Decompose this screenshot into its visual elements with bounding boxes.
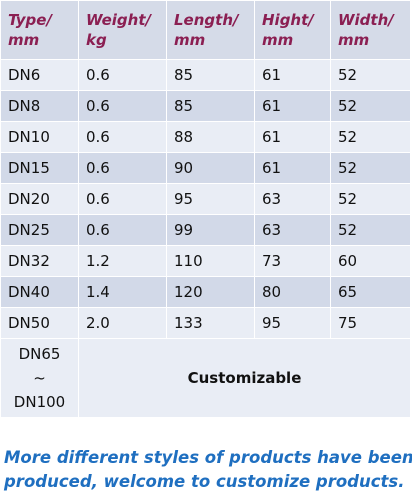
table-cell: 75 xyxy=(330,307,411,339)
header-line: kg xyxy=(86,31,107,49)
table-cell: 88 xyxy=(166,121,255,153)
table-cell: 0.6 xyxy=(78,59,167,91)
header-line: mm xyxy=(338,31,370,49)
table-cell: DN32 xyxy=(0,245,79,277)
header-line: Weight/ xyxy=(86,11,151,29)
table-cell: 99 xyxy=(166,214,255,246)
table-cell: 1.2 xyxy=(78,245,167,277)
spec-table: Type/mm Weight/kg Length/mm Hight/mm Width/m… xyxy=(0,0,411,418)
type-line: ~ xyxy=(33,369,46,387)
table-cell: 0.6 xyxy=(78,183,167,215)
header-cell: Type/mm xyxy=(0,0,79,60)
header-line: Hight/ xyxy=(262,11,314,29)
table-cell: 52 xyxy=(330,152,411,184)
table-cell: 61 xyxy=(254,121,331,153)
table-cell: 95 xyxy=(166,183,255,215)
table-cell: 85 xyxy=(166,90,255,122)
table-row: DN50 2.0 133 95 75 xyxy=(0,307,411,339)
table-row: DN6 0.6 85 61 52 xyxy=(0,59,411,91)
table-cell: DN50 xyxy=(0,307,79,339)
table-cell: 63 xyxy=(254,183,331,215)
header-line: mm xyxy=(8,31,40,49)
footer-line: More different styles of products have b… xyxy=(4,448,412,467)
header-line: mm xyxy=(174,31,206,49)
table-cell: DN40 xyxy=(0,276,79,308)
header-line: mm xyxy=(262,31,294,49)
table-cell: DN20 xyxy=(0,183,79,215)
table-cell: 52 xyxy=(330,121,411,153)
table-row: DN65 ~ DN100 Customizable xyxy=(0,338,411,418)
table-cell: 133 xyxy=(166,307,255,339)
footer-note: More different styles of products have b… xyxy=(4,446,412,494)
table-cell: 0.6 xyxy=(78,152,167,184)
header-cell: Length/mm xyxy=(166,0,255,60)
table-cell: 61 xyxy=(254,59,331,91)
header-line: Type/ xyxy=(8,11,52,29)
table-cell: 0.6 xyxy=(78,121,167,153)
header-cell: Weight/kg xyxy=(78,0,167,60)
table-cell: 65 xyxy=(330,276,411,308)
table-cell: 110 xyxy=(166,245,255,277)
table-cell: 52 xyxy=(330,59,411,91)
table-cell: DN25 xyxy=(0,214,79,246)
table-cell: 0.6 xyxy=(78,214,167,246)
note-cell: Customizable xyxy=(78,338,411,418)
table-cell: 0.6 xyxy=(78,90,167,122)
table-cell: 61 xyxy=(254,152,331,184)
table-row: DN32 1.2 110 73 60 xyxy=(0,245,411,277)
header-line: Width/ xyxy=(338,11,394,29)
table-cell: 63 xyxy=(254,214,331,246)
table-row: DN15 0.6 90 61 52 xyxy=(0,152,411,184)
table-cell: 73 xyxy=(254,245,331,277)
table-cell: DN15 xyxy=(0,152,79,184)
table-cell: 2.0 xyxy=(78,307,167,339)
table-body: DN6 0.6 85 61 52 DN8 0.6 85 61 52 DN10 0.6 88 61 52 DN1… xyxy=(0,59,411,418)
footer-line: produced, welcome to customize products. xyxy=(4,472,405,491)
table-cell: DN10 xyxy=(0,121,79,153)
table-row: DN25 0.6 99 63 52 xyxy=(0,214,411,246)
table-cell: 85 xyxy=(166,59,255,91)
table-cell: 61 xyxy=(254,90,331,122)
table-row: DN40 1.4 120 80 65 xyxy=(0,276,411,308)
table-cell: 120 xyxy=(166,276,255,308)
table-row: DN20 0.6 95 63 52 xyxy=(0,183,411,215)
table-cell: 52 xyxy=(330,183,411,215)
table-cell: DN6 xyxy=(0,59,79,91)
table-cell: DN8 xyxy=(0,90,79,122)
table-cell: 1.4 xyxy=(78,276,167,308)
header-cell: Width/mm xyxy=(330,0,411,60)
table-cell: 80 xyxy=(254,276,331,308)
table-cell: 95 xyxy=(254,307,331,339)
table-cell: 52 xyxy=(330,90,411,122)
header-line: Length/ xyxy=(174,11,239,29)
table-cell: 60 xyxy=(330,245,411,277)
table-row: DN8 0.6 85 61 52 xyxy=(0,90,411,122)
type-cell: DN65 ~ DN100 xyxy=(0,338,79,418)
header-cell: Hight/mm xyxy=(254,0,331,60)
table-row: DN10 0.6 88 61 52 xyxy=(0,121,411,153)
type-line: DN65 xyxy=(18,345,61,363)
table-cell: 90 xyxy=(166,152,255,184)
table-cell: 52 xyxy=(330,214,411,246)
type-line: DN100 xyxy=(13,393,66,411)
header-row: Type/mm Weight/kg Length/mm Hight/mm Width/m… xyxy=(0,0,411,60)
